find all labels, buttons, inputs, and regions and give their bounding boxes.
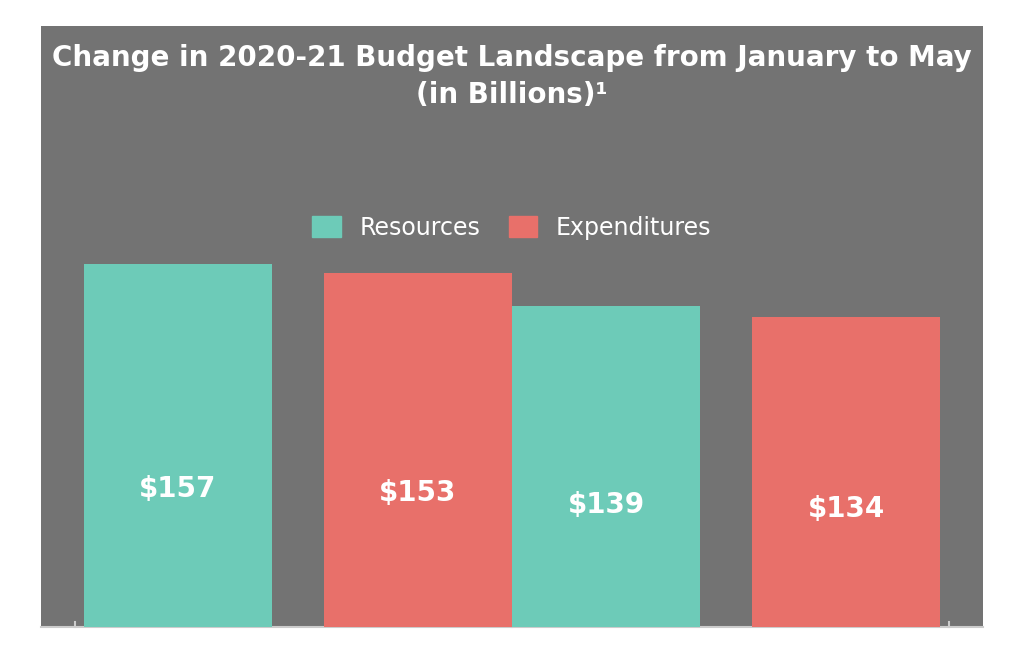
- Bar: [324, 274, 512, 627]
- Text: Change in 2020-21 Budget Landscape from January to May
(in Billions)¹: Change in 2020-21 Budget Landscape from …: [52, 44, 972, 109]
- Text: $139: $139: [567, 491, 645, 519]
- Bar: [84, 264, 272, 627]
- Legend: Resources, Expenditures: Resources, Expenditures: [303, 206, 721, 249]
- Text: $157: $157: [139, 475, 217, 503]
- Bar: [512, 306, 700, 627]
- Bar: [752, 317, 940, 627]
- Text: $134: $134: [807, 495, 885, 523]
- Text: $153: $153: [379, 479, 457, 507]
